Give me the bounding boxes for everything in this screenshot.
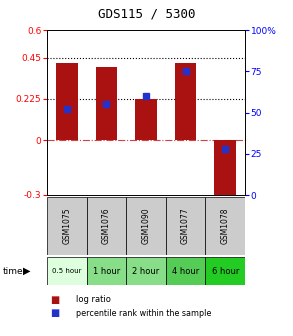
Text: GSM1076: GSM1076 <box>102 208 111 244</box>
Bar <box>87 257 126 285</box>
Bar <box>214 140 236 199</box>
Bar <box>166 197 205 255</box>
Text: GSM1077: GSM1077 <box>181 208 190 244</box>
Bar <box>47 257 87 285</box>
Bar <box>135 99 157 140</box>
Bar <box>166 257 205 285</box>
Text: 2 hour: 2 hour <box>132 266 160 276</box>
Text: 0.5 hour: 0.5 hour <box>52 268 81 274</box>
Text: percentile rank within the sample: percentile rank within the sample <box>76 308 212 318</box>
Text: GSM1075: GSM1075 <box>62 208 71 244</box>
Text: ■: ■ <box>50 295 59 305</box>
Text: time: time <box>3 266 23 276</box>
Text: GSM1090: GSM1090 <box>142 208 151 244</box>
Bar <box>47 197 87 255</box>
Bar <box>56 63 78 140</box>
Bar <box>96 67 117 140</box>
Text: 4 hour: 4 hour <box>172 266 199 276</box>
Text: ■: ■ <box>50 308 59 318</box>
Bar <box>87 197 126 255</box>
Bar <box>205 257 245 285</box>
Text: GSM1078: GSM1078 <box>221 208 230 244</box>
Text: GDS115 / 5300: GDS115 / 5300 <box>98 7 195 20</box>
Text: log ratio: log ratio <box>76 295 111 304</box>
Bar <box>205 197 245 255</box>
Bar <box>175 63 197 140</box>
Bar <box>126 257 166 285</box>
Text: ▶: ▶ <box>23 266 30 276</box>
Text: 6 hour: 6 hour <box>212 266 239 276</box>
Text: 1 hour: 1 hour <box>93 266 120 276</box>
Bar <box>126 197 166 255</box>
